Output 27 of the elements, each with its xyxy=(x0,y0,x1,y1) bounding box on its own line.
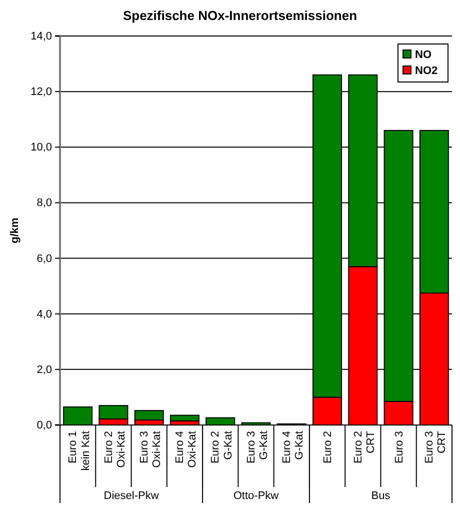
y-tick-label: 10,0 xyxy=(30,142,52,154)
x-tick-label: Euro 2 G-Kat xyxy=(210,431,234,464)
x-tick-label: Euro 3 CRT xyxy=(424,430,448,464)
y-tick-label: 14,0 xyxy=(30,30,52,43)
legend-label: NO2 xyxy=(415,65,438,77)
text: Otto-Pkw xyxy=(233,490,279,502)
y-tick-label: 12,0 xyxy=(30,86,52,98)
y-axis-title: g/km xyxy=(9,217,21,244)
text: Bus xyxy=(371,490,391,502)
x-tick-label: Euro 3 G-Kat xyxy=(245,431,270,464)
x-tick-label: Euro 2 CRT xyxy=(352,430,377,464)
x-tick-label: Euro 4 Oxi-Kat xyxy=(174,431,199,468)
x-tick-label: Euro 1 kein Kat xyxy=(67,431,92,471)
x-tick-label: Euro 4 G-Kat xyxy=(280,431,306,464)
y-tick-label: 0,0 xyxy=(36,420,52,432)
text: Diesel-Pkw xyxy=(104,490,159,502)
y-tick-label: 8,0 xyxy=(36,197,52,210)
y-tick-label: 2,0 xyxy=(36,364,52,376)
y-tick-label: 6,0 xyxy=(36,252,52,265)
bar xyxy=(134,410,164,420)
y-tick-label: 4,0 xyxy=(36,308,52,320)
x-tick-label: Euro 2 xyxy=(322,431,334,464)
legend-label: NO xyxy=(415,49,432,61)
x-tick-label: Euro 3 Oxi-Kat xyxy=(138,431,164,468)
bar xyxy=(170,414,200,422)
x-tick-label: Euro 3 xyxy=(393,431,406,464)
chart-title: Spezifische NOx-Innerortsemissionen xyxy=(122,8,358,23)
